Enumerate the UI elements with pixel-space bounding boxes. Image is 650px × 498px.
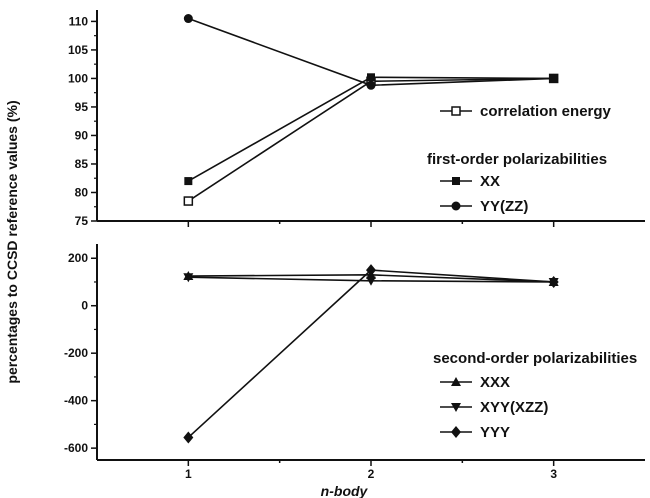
y-tick-label: 75 [75, 214, 89, 228]
y-tick-label: 95 [75, 100, 89, 114]
data-point [549, 73, 559, 83]
data-point [366, 264, 376, 277]
data-point [183, 14, 193, 24]
y-tick-label: 80 [75, 185, 89, 199]
y-tick-label: -200 [64, 346, 88, 360]
legend-label: YYY [480, 424, 510, 441]
legend-marker [451, 403, 461, 412]
legend-heading: second-order polarizabilities [433, 350, 637, 367]
legend-marker [452, 177, 460, 185]
x-tick-label: 1 [185, 467, 192, 481]
y-axis-label: percentages to CCSD reference values (%) [4, 100, 20, 383]
y-tick-label: 85 [75, 157, 89, 171]
legend-heading: first-order polarizabilities [427, 151, 607, 168]
bottom-panel: -600 -400 -200 0 200 1 2 3 second-order polariza… [64, 244, 645, 481]
y-tick-label: -400 [64, 394, 88, 408]
legend-label: XYY(XZZ) [480, 399, 548, 416]
y-tick-label: -600 [64, 441, 88, 455]
y-tick-label: 100 [68, 71, 88, 85]
legend-marker [451, 106, 461, 116]
data-point [184, 177, 193, 186]
y-tick-label: 90 [75, 128, 89, 142]
legend-label: XX [480, 173, 500, 190]
x-axis-label: n-body [321, 483, 369, 498]
data-point [183, 196, 194, 206]
x-tick-label: 3 [550, 467, 557, 481]
data-point [548, 275, 559, 288]
data-point [183, 431, 194, 444]
legend-marker [451, 426, 461, 438]
y-tick-label: 110 [69, 14, 89, 28]
data-point [367, 73, 375, 82]
legend-label: XXX [480, 374, 510, 391]
y-tick-label: 0 [81, 299, 88, 313]
legend-label: correlation energy [480, 103, 612, 120]
legend-label: YY(ZZ) [480, 198, 528, 215]
y-tick-label: 105 [68, 43, 88, 57]
legend-marker [451, 377, 461, 386]
legend-marker [451, 201, 461, 211]
data-point [183, 273, 194, 283]
x-tick-label: 2 [368, 467, 375, 481]
y-tick-label: 200 [68, 251, 88, 265]
top-panel: 75 80 85 90 95 100 105 110 correlation energy fir… [68, 10, 645, 228]
data-point [366, 80, 376, 90]
data-point [366, 276, 376, 286]
